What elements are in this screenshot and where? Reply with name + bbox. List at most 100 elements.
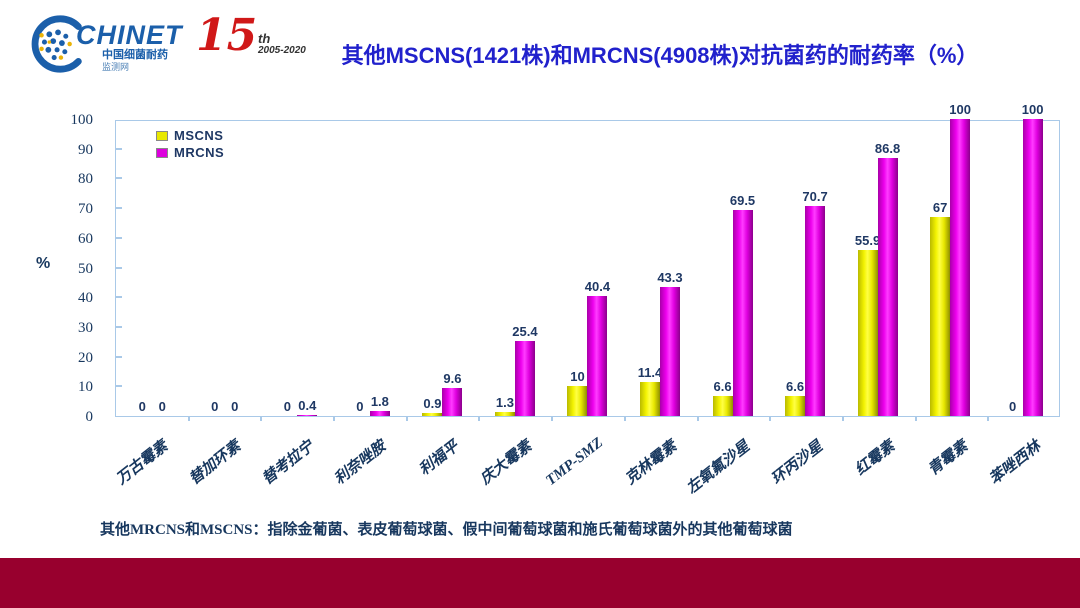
- bar-group: 0 100: [986, 102, 1059, 416]
- y-tick-mark: [116, 355, 122, 358]
- value-label: 10: [570, 369, 585, 385]
- value-label: 86.8: [874, 141, 901, 157]
- bar-mrcns: [732, 209, 753, 416]
- value-label: 6.6: [713, 379, 732, 395]
- x-category-label: 青霉素: [925, 438, 971, 479]
- y-tick-label: 40: [78, 290, 93, 307]
- logo-name: CHINET: [76, 19, 183, 50]
- bar-mrcns: [659, 287, 680, 416]
- bar-mrcns: [297, 414, 318, 416]
- y-tick-label: 100: [70, 112, 94, 128]
- bar-group: 55.9 86.8: [841, 121, 914, 416]
- value-label: 100: [949, 102, 971, 117]
- bar-group: 1.3 25.4: [479, 121, 552, 416]
- bar-group: 11.4 43.3: [624, 121, 697, 416]
- logo-subtitle-cn: 中国细菌耐药: [102, 48, 168, 61]
- legend-swatch-mscns: [156, 130, 168, 141]
- x-tick-mark: [187, 416, 190, 421]
- page-title: 其他MSCNS(1421株)和MRCNS(4908株)对抗菌药的耐药率（%）: [341, 43, 979, 68]
- anniversary-logo: 15 th 2005-2020: [196, 14, 306, 74]
- x-tick-mark: [769, 416, 772, 421]
- y-tick-mark: [116, 385, 122, 388]
- legend-label: MRCNS: [174, 145, 225, 160]
- y-tick-label: 20: [78, 349, 93, 366]
- value-label: 0: [356, 399, 364, 414]
- y-tick-label: 60: [78, 230, 93, 247]
- y-tick-mark: [116, 207, 122, 210]
- bar-mrcns: [514, 340, 535, 416]
- x-tick-mark: [696, 416, 699, 421]
- value-label: 43.3: [657, 270, 683, 286]
- y-tick-label: 70: [78, 201, 93, 218]
- bar-mrcns: [1022, 119, 1043, 416]
- y-tick-mark: [116, 147, 122, 150]
- x-tick-mark: [551, 416, 554, 421]
- value-label: 0: [231, 399, 239, 414]
- bar-group: 6.6 70.7: [769, 121, 842, 416]
- x-category-label: 万古霉素: [114, 438, 172, 488]
- x-category-label: 左氧氟沙星: [683, 438, 753, 498]
- y-tick-label: 50: [78, 260, 93, 277]
- x-category-label: TMP-SMZ: [543, 434, 607, 489]
- value-label: 70.7: [802, 189, 828, 205]
- value-label: 0: [211, 399, 219, 414]
- value-label: 0: [158, 399, 166, 414]
- y-tick-label: 80: [78, 171, 93, 188]
- value-label: 100: [1021, 102, 1044, 117]
- x-tick-mark: [333, 416, 336, 421]
- anniversary-number: 15: [196, 10, 258, 61]
- legend-swatch-mrcns: [156, 147, 168, 158]
- x-category-label: 利奈唑胺: [332, 438, 390, 488]
- value-label: 0: [283, 399, 291, 414]
- x-tick-mark: [260, 416, 263, 421]
- anniversary-years: 2005-2020: [258, 45, 306, 56]
- x-category-label: 苯唑西林: [986, 438, 1044, 488]
- value-label: 9.6: [443, 370, 462, 386]
- bar-mscns: [494, 412, 515, 416]
- y-tick-label: 90: [78, 141, 93, 158]
- bar-group: 0 0.4: [261, 121, 334, 416]
- bar-mscns: [857, 249, 878, 416]
- bar-group: 0.9 9.6: [406, 121, 479, 416]
- bar-mrcns: [805, 206, 826, 416]
- value-label: 11.4: [637, 365, 663, 381]
- bar-mrcns: [587, 296, 608, 416]
- x-tick-mark: [987, 416, 990, 421]
- value-label: 25.4: [512, 323, 538, 339]
- value-label: 0.4: [298, 397, 317, 413]
- bar-mrcns: [369, 410, 390, 416]
- value-label: 1.8: [370, 393, 389, 409]
- chart-legend: MSCNS MRCNS: [156, 128, 224, 162]
- value-label: 0: [1009, 399, 1017, 414]
- x-category-label: 替加环素: [186, 438, 244, 488]
- bar-mscns: [422, 413, 443, 416]
- y-tick-label: 30: [78, 319, 93, 336]
- bar-mscns: [639, 382, 660, 416]
- bar-group: 67 100: [914, 102, 987, 416]
- bottom-decorative-band: [0, 558, 1080, 608]
- y-tick-mark: [116, 296, 122, 299]
- value-label: 55.9: [854, 232, 881, 248]
- legend-label: MSCNS: [174, 128, 224, 143]
- bar-mscns: [930, 217, 951, 416]
- value-label: 0.9: [423, 396, 442, 412]
- value-label: 1.3: [495, 395, 514, 411]
- x-category-label: 替考拉宁: [259, 438, 317, 488]
- bar-mscns: [567, 386, 588, 416]
- x-axis-labels: 万古霉素 替加环素 替考拉宁 利奈唑胺 利福平 庆大霉素 TMP-SMZ 克林霉素 左氧氟沙星环…: [0, 417, 1080, 507]
- bar-mscns: [785, 396, 806, 416]
- anniversary-suffix: th: [258, 31, 271, 46]
- y-axis-unit-label: %: [36, 255, 51, 272]
- x-tick-mark: [914, 416, 917, 421]
- legend-item: MRCNS: [156, 145, 224, 160]
- y-tick-mark: [116, 266, 122, 269]
- value-label: 40.4: [584, 279, 611, 295]
- x-category-label: 克林霉素: [622, 438, 681, 488]
- bar-mrcns: [950, 119, 971, 416]
- chinet-logo: CHINET 中国细菌耐药 监测网: [28, 8, 198, 80]
- x-category-label: 环丙沙星: [768, 438, 826, 488]
- x-tick-mark: [478, 416, 481, 421]
- y-axis: 0 10 20 30 40 50 60 70 80 90 100: [0, 112, 107, 425]
